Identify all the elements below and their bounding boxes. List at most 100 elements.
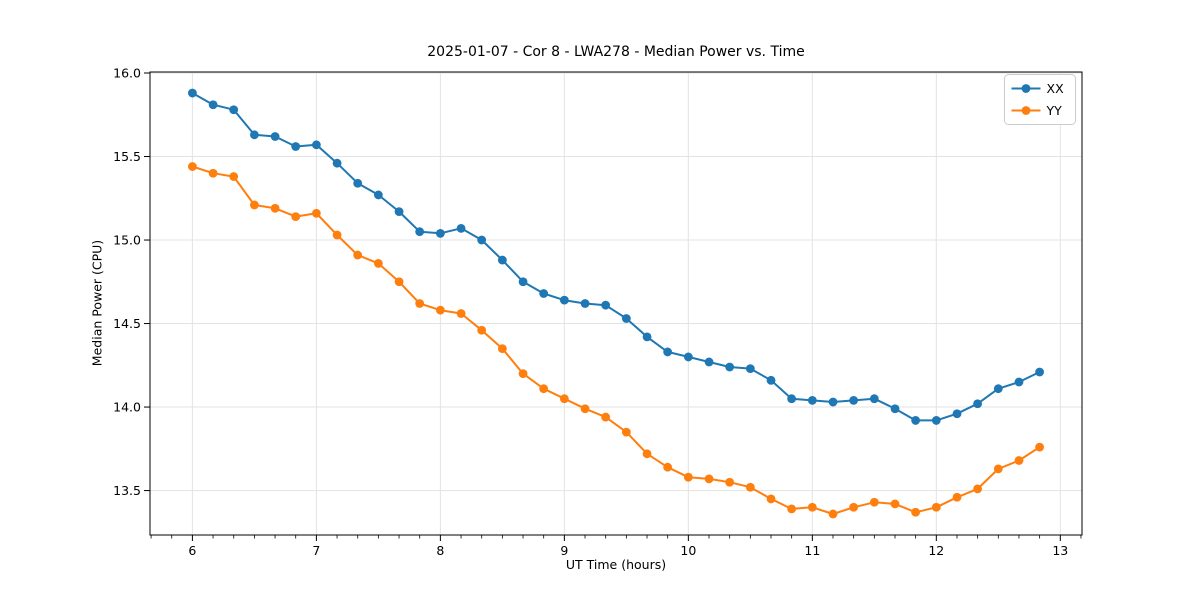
series-XX-point [332, 158, 342, 168]
series-YY-point [849, 502, 859, 512]
series-YY-point [993, 464, 1003, 474]
x-tick-label: 6 [188, 543, 196, 558]
series-XX-point [931, 416, 941, 425]
series-YY-point [621, 427, 631, 437]
series-XX-point [601, 300, 611, 310]
series-YY-point [539, 384, 549, 394]
series-YY-point [807, 502, 817, 512]
series-YY-point [725, 477, 735, 487]
series-XX-point [249, 130, 259, 140]
series-YY-point [952, 492, 962, 502]
series-XX-point [828, 397, 838, 407]
series-XX-point [642, 332, 652, 342]
series-YY-point [188, 162, 197, 171]
series-YY-point [208, 168, 218, 178]
series-YY-line [192, 165, 1041, 515]
series-XX-point [539, 289, 549, 298]
x-tick-label: 10 [680, 543, 696, 558]
series-YY-point [394, 277, 404, 287]
series-YY-point [518, 369, 528, 379]
series-YY-point [270, 203, 280, 213]
series-YY-point [559, 394, 569, 404]
series-XX-point [291, 142, 301, 151]
series-XX-point [952, 409, 962, 419]
series-XX-point [849, 395, 859, 405]
x-tick-label: 11 [804, 543, 820, 558]
series-XX-point [435, 228, 445, 238]
x-tick-label: 7 [312, 543, 320, 558]
legend-box [1004, 74, 1076, 125]
axes-spines [149, 71, 1083, 536]
series-YY-point [311, 208, 321, 218]
series-XX-point [311, 140, 321, 150]
series-YY-point [931, 502, 941, 512]
series-XX-point [890, 404, 900, 414]
y-tick-label: 15.0 [113, 232, 141, 247]
y-axis-label: Median Power (CPU) [89, 239, 105, 367]
series-XX-point [869, 394, 879, 404]
series-XX-point [229, 105, 239, 115]
series-YY-point [911, 507, 921, 517]
series-YY-point [435, 305, 445, 315]
series-XX-point [353, 178, 363, 188]
series-XX-point [973, 399, 983, 409]
series-XX-point [766, 375, 776, 385]
series-XX-point [1014, 377, 1024, 387]
series-XX-point [621, 314, 631, 323]
series-YY-point [745, 482, 755, 492]
series-YY-point [704, 474, 714, 484]
x-tick-label: 12 [928, 543, 944, 558]
series-XX-point [704, 357, 714, 367]
x-axis-label: UT Time (hours) [565, 557, 667, 572]
series-XX-point [745, 364, 755, 374]
series-YY-point [601, 412, 611, 422]
series-XX-point [477, 235, 487, 245]
series-YY-point [229, 172, 239, 181]
chart-title: 2025-01-07 - Cor 8 - LWA278 - Median Pow… [427, 44, 805, 60]
series-XX-point [188, 88, 197, 98]
series-YY-point [787, 504, 797, 514]
legend-XX-label: XX [1047, 81, 1065, 96]
series-XX-point [725, 362, 735, 372]
series-YY-point [332, 230, 342, 240]
series-YY-point [580, 404, 590, 414]
series-XX-point [663, 347, 673, 357]
series-YY-point [766, 494, 776, 504]
x-tick-label: 9 [560, 543, 568, 558]
series-YY-point [642, 449, 652, 459]
series-YY-point [353, 250, 363, 260]
legend-YY-marker [1021, 106, 1031, 115]
series-YY-point [477, 325, 487, 335]
series-XX-point [580, 299, 590, 308]
legend-YY-label: YY [1046, 103, 1063, 118]
series-YY-point [973, 484, 983, 494]
series-XX-point [559, 295, 569, 305]
y-tick-label: 14.5 [113, 316, 141, 331]
y-tick-label: 16.0 [113, 65, 141, 80]
legend-XX-marker [1021, 84, 1031, 93]
y-tick-label: 14.0 [113, 399, 141, 414]
series-YY-point [869, 497, 879, 507]
series-YY-point [828, 509, 838, 519]
series-XX-point [807, 395, 817, 405]
series-XX-point [911, 416, 921, 425]
series-XX-point [270, 132, 280, 141]
series-XX-point [497, 255, 507, 265]
series-XX-point [208, 100, 218, 110]
series-YY-point [683, 472, 693, 482]
series-YY-point [249, 200, 259, 210]
series-XX-point [787, 394, 797, 404]
series-XX-point [993, 384, 1003, 394]
series-XX-point [683, 352, 693, 362]
series-XX-point [415, 227, 425, 237]
y-tick-label: 13.5 [113, 483, 141, 498]
series-YY-point [663, 462, 673, 472]
series-YY-point [1035, 442, 1044, 452]
y-tick-label: 15.5 [113, 149, 141, 164]
series-XX-point [456, 223, 466, 233]
series-YY-point [291, 212, 301, 222]
series-XX-point [394, 207, 404, 217]
series-YY-point [373, 259, 383, 268]
series-YY-point [890, 499, 900, 509]
